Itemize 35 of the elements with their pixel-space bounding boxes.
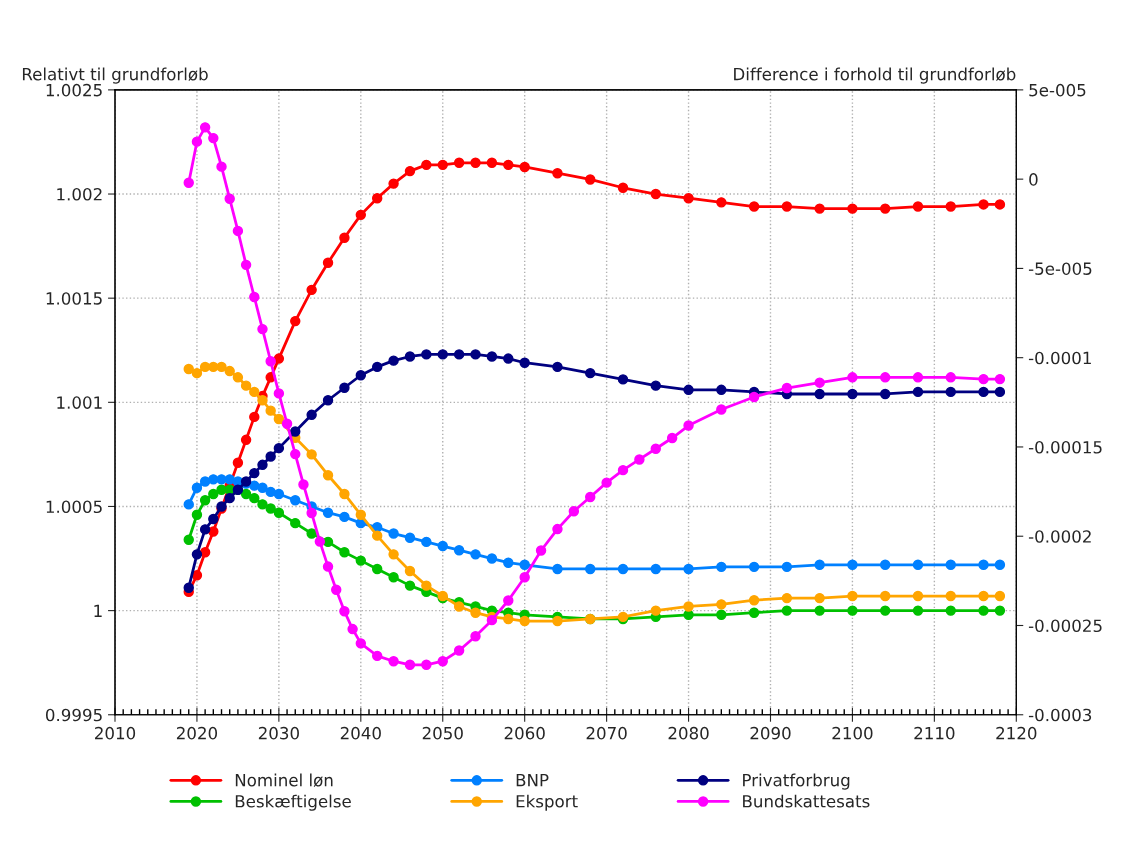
x-tick-label: 2110: [914, 726, 955, 740]
y-tick-label: 1.0005: [46, 500, 102, 514]
legend-label: Nominel løn: [235, 773, 333, 787]
y-tick-label: 1.0015: [46, 292, 102, 305]
x-tick-label: 2010: [95, 726, 136, 740]
y-tick-label: 1.0025: [46, 83, 102, 97]
x-tick-label: 2120: [996, 726, 1037, 740]
x-tick-label: 2050: [422, 726, 463, 740]
x-tick-label: 2020: [176, 726, 218, 740]
x-tick-label: 2080: [668, 726, 709, 740]
y2-tick-label: 0: [1029, 173, 1038, 186]
x-tick-label: 2040: [340, 726, 381, 740]
y-tick-label: 1.002: [57, 187, 102, 201]
y-axis-title: Relativt til grundforløb: [22, 67, 208, 84]
y2-axis-title: Difference i forhold til grundforløb: [734, 67, 1016, 84]
y2-tick-label: -0.00015: [1028, 440, 1102, 454]
y2-tick-label: -5e-005: [1028, 262, 1092, 275]
y2-tick-label: 5e-005: [1029, 83, 1086, 97]
legend-label: Beskæftigelse: [235, 794, 351, 811]
x-tick-label: 2090: [750, 726, 791, 740]
y2-tick-label: -0.0001: [1028, 351, 1091, 365]
legend-label: Privatforbrug: [743, 773, 850, 790]
legend-label: Bundskattesats: [743, 794, 870, 808]
y2-tick-label: -0.0003: [1028, 708, 1092, 722]
y2-tick-label: -0.00025: [1028, 619, 1102, 633]
x-tick-label: 2070: [586, 726, 627, 740]
x-tick-label: 2060: [504, 726, 545, 740]
y2-tick-label: -0.0002: [1028, 530, 1091, 543]
x-tick-label: 2100: [832, 726, 873, 740]
legend-label: Eksport: [516, 794, 578, 811]
x-tick-label: 2030: [258, 726, 299, 740]
y-tick-label: 0.9995: [45, 708, 102, 722]
y-tick-label: 1: [94, 604, 102, 617]
y-tick-label: 1.001: [57, 396, 102, 409]
legend-label: BNP: [516, 774, 549, 787]
